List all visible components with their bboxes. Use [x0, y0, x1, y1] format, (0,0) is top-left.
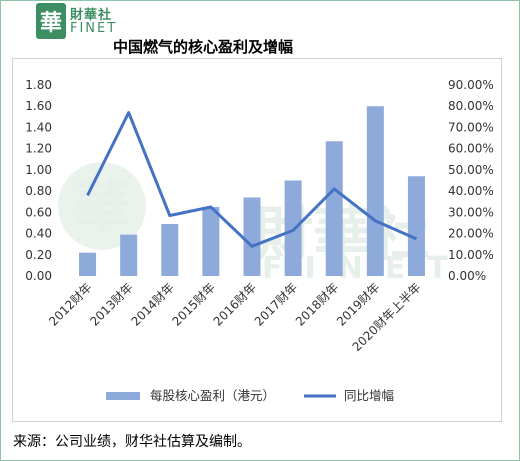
left-axis-tick-label: 1.60 — [25, 99, 52, 113]
watermark-seal — [58, 162, 146, 250]
right-axis-tick-label: 30.00% — [448, 205, 494, 219]
right-axis-tick-label: 10.00% — [448, 248, 494, 262]
bar — [407, 176, 425, 276]
right-axis-tick-label: 60.00% — [448, 142, 494, 156]
source-note: 来源：公司业绩，财华社估算及编制。 — [13, 434, 251, 450]
legend-swatch-bar — [106, 392, 140, 400]
right-axis-ticks: 0.00% 10.00% 20.00% 30.00% 40.00% 50.00% 60.00… — [448, 78, 494, 283]
x-axis-tick-label: 2018财年 — [293, 280, 341, 328]
left-axis-tick-label: 0.00 — [25, 269, 52, 283]
right-axis-tick-label: 20.00% — [448, 227, 494, 241]
x-axis-tick-label: 2016财年 — [211, 280, 259, 328]
left-axis-ticks: 0.00 0.20 0.40 0.60 0.80 1.00 1.20 1.40 1.60 1.80 — [25, 78, 52, 283]
bar — [243, 197, 261, 276]
bar-series — [79, 106, 425, 276]
left-axis-tick-label: 1.00 — [25, 163, 52, 177]
left-axis-tick-label: 0.20 — [25, 248, 52, 262]
left-axis-tick-label: 1.20 — [25, 142, 52, 156]
right-axis-tick-label: 70.00% — [448, 120, 494, 134]
legend-label-line: 同比增幅 — [344, 388, 394, 403]
x-axis-tick-label: 2014财年 — [128, 280, 176, 328]
left-axis-tick-label: 0.40 — [25, 227, 52, 241]
bar — [366, 106, 384, 276]
x-axis-tick-label: 2015财年 — [170, 280, 218, 328]
bar — [79, 252, 97, 276]
brand-name-en: FINET — [70, 21, 118, 36]
x-axis-tick-label: 2017财年 — [252, 280, 300, 328]
bar — [325, 141, 343, 276]
right-axis-tick-label: 40.00% — [448, 184, 494, 198]
left-axis-tick-label: 0.60 — [25, 205, 52, 219]
brand-logo-mark: 華 — [36, 3, 66, 39]
chart-title: 中国燃气的核心盈利及增幅 — [113, 38, 294, 56]
left-axis-tick-label: 1.40 — [25, 120, 52, 134]
right-axis-tick-label: 80.00% — [448, 99, 494, 113]
right-axis-tick-label: 0.00% — [448, 269, 486, 283]
legend-label-bar: 每股核心盈利（港元） — [150, 388, 275, 403]
x-axis-tick-label: 2012财年 — [46, 280, 94, 328]
right-axis-tick-label: 50.00% — [448, 163, 494, 177]
left-axis-tick-label: 1.80 — [25, 78, 52, 92]
x-axis-ticks: 2012财年2013财年2014财年2015财年2016财年2017财年2018… — [46, 280, 423, 354]
x-axis-tick-label: 2013财年 — [87, 280, 135, 328]
chart-plot-frame — [12, 58, 502, 422]
legend: 每股核心盈利（港元） 同比增幅 — [106, 388, 394, 403]
line-series — [86, 111, 418, 248]
right-axis-tick-label: 90.00% — [448, 78, 494, 92]
bar — [120, 234, 138, 276]
left-axis-tick-label: 0.80 — [25, 184, 52, 198]
bar — [161, 224, 179, 276]
watermark-mark: 華 — [74, 175, 130, 240]
brand-name-cn: 財華社 — [70, 8, 113, 23]
bar — [202, 207, 220, 276]
